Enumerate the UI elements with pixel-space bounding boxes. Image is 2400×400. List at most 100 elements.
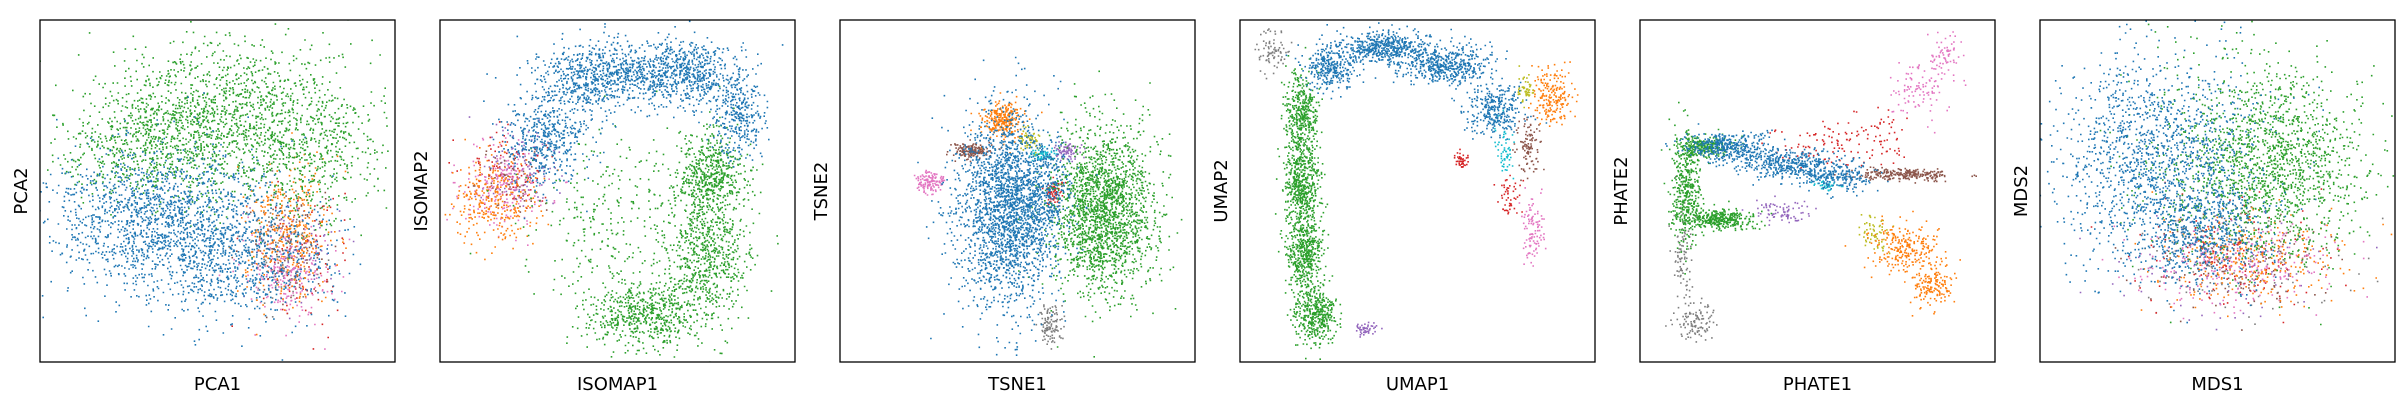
series-green	[2099, 20, 2395, 326]
series-orange	[228, 132, 347, 336]
points-gray	[1665, 175, 1718, 343]
points-purple	[1741, 195, 1817, 226]
scatter-panel-2: TSNE1 TSNE2	[811, 19, 1196, 395]
points-gray	[1035, 304, 1066, 350]
points-green	[40, 20, 389, 260]
series-pink	[2101, 217, 2368, 320]
points-green	[1660, 101, 1773, 275]
scatter-panel-4: PHATE1 PHATE2	[1611, 19, 1996, 395]
x-axis-label: UMAP1	[1386, 374, 1449, 395]
points-blue	[2040, 20, 2324, 324]
series-green	[469, 85, 779, 362]
series-pink	[218, 208, 351, 350]
points-green	[1016, 70, 1183, 358]
points-red	[448, 121, 553, 209]
series-orange	[1528, 61, 1579, 127]
series-pink	[1889, 31, 1967, 134]
panel-frame	[39, 19, 396, 363]
series-green	[1660, 101, 1773, 275]
points-cyan	[1028, 144, 1058, 162]
points-orange	[970, 92, 1043, 154]
points-blue	[1665, 123, 1889, 199]
panel-frame	[1239, 19, 1596, 363]
series-orange	[970, 92, 1043, 154]
series-gray	[1665, 175, 1718, 343]
points-brown	[1834, 166, 1977, 184]
y-axis-label: MDS2	[2011, 165, 2032, 217]
series-gray	[1254, 28, 1293, 80]
points-pink	[2101, 217, 2368, 320]
points-brown	[946, 139, 1002, 163]
points-orange	[228, 132, 347, 336]
series-red	[1453, 148, 1525, 215]
series-blue	[2040, 20, 2324, 324]
series-brown	[1834, 166, 1977, 184]
series-orange	[2134, 189, 2393, 318]
points-orange	[2134, 189, 2393, 318]
y-axis-label: PCA2	[11, 167, 32, 214]
panel-frame	[439, 19, 796, 363]
points-pink	[1889, 31, 1967, 134]
series-orange	[1844, 210, 1961, 317]
series-olive	[1517, 65, 1535, 109]
scatter-panel-0: PCA1 PCA2	[11, 19, 396, 395]
panel-frame	[839, 19, 1196, 363]
series-blue	[483, 20, 784, 220]
x-axis-label: PCA1	[194, 374, 241, 395]
series-gray	[1035, 304, 1066, 350]
y-axis-label: ISOMAP2	[411, 150, 432, 231]
points-olive	[1018, 125, 1041, 156]
scatter-panel-5: MDS1 MDS2	[2011, 19, 2396, 395]
points-purple	[1355, 321, 1383, 338]
series-cyan	[1028, 144, 1058, 162]
points-olive	[1858, 214, 1895, 255]
series-pink	[913, 169, 946, 196]
points-gray	[236, 170, 330, 318]
series-pink	[1518, 187, 1547, 267]
series-blue	[917, 20, 1098, 356]
scatter-panel-1: ISOMAP1 ISOMAP2	[411, 19, 796, 395]
x-axis-label: PHATE1	[1783, 374, 1852, 395]
points-green	[1274, 46, 1343, 361]
series-cyan	[1494, 109, 1515, 180]
points-brown	[231, 191, 337, 319]
series-purple	[1355, 321, 1383, 338]
y-axis-label: UMAP2	[1211, 159, 1232, 222]
panel-frame	[2039, 19, 2396, 363]
points-gray	[1254, 28, 1293, 80]
points-orange	[1528, 61, 1579, 127]
points-blue	[917, 20, 1098, 356]
series-gray	[236, 170, 330, 318]
series-blue	[1285, 22, 1548, 140]
y-axis-label: PHATE2	[1611, 156, 1632, 225]
points-orange	[1844, 210, 1961, 317]
points-red	[1453, 148, 1525, 215]
series-olive	[1858, 214, 1895, 255]
series-green	[40, 20, 389, 260]
x-axis-label: TSNE1	[987, 374, 1047, 395]
points-brown	[1512, 115, 1545, 182]
series-green	[1274, 46, 1343, 361]
series-red	[1041, 175, 1067, 207]
series-red	[1761, 106, 1908, 169]
points-blue	[1285, 22, 1548, 140]
points-pink	[218, 208, 351, 350]
points-green	[2099, 20, 2395, 326]
panel-frame	[1639, 19, 1996, 363]
x-axis-label: MDS1	[2191, 374, 2243, 395]
points-blue	[483, 20, 784, 220]
points-green	[469, 85, 779, 362]
series-purple	[1741, 195, 1817, 226]
series-brown	[231, 191, 337, 319]
points-pink	[1518, 187, 1547, 267]
points-cyan	[1494, 109, 1515, 180]
scatter-panel-3: UMAP1 UMAP2	[1211, 19, 1596, 395]
x-axis-label: ISOMAP1	[577, 374, 658, 395]
points-red	[1761, 106, 1908, 169]
series-olive	[1018, 125, 1041, 156]
points-pink	[913, 169, 946, 196]
y-axis-label: TSNE2	[811, 162, 832, 222]
series-red	[448, 121, 553, 209]
series-brown	[946, 139, 1002, 163]
